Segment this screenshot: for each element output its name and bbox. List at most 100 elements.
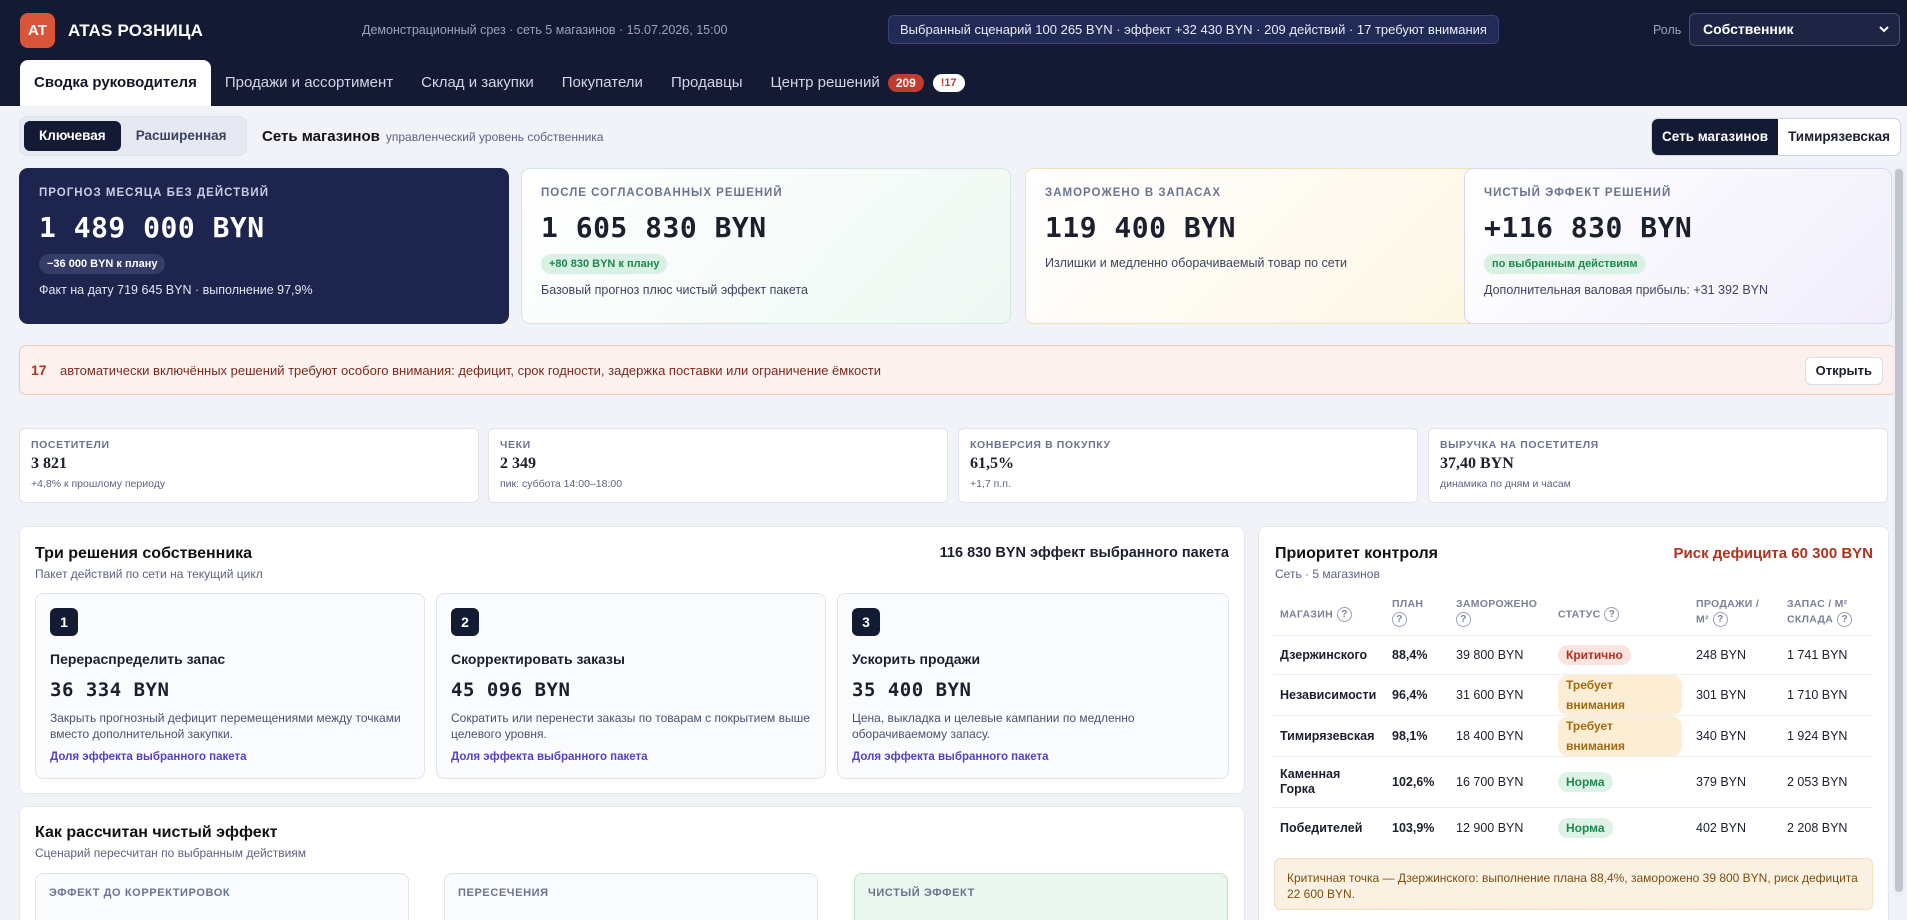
kpi-note: Излишки и медленно оборачиваемый товар п… — [1045, 256, 1348, 270]
frozen-value: 31 600 BYN — [1449, 674, 1551, 716]
help-icon[interactable]: ? — [1392, 612, 1407, 627]
plan-value: 88,4% — [1385, 635, 1449, 675]
decision-number: 3 — [852, 608, 880, 636]
help-icon[interactable]: ? — [1337, 607, 1353, 622]
app-logo: AT — [20, 13, 55, 48]
decision-title: Скорректировать заказы — [451, 651, 625, 667]
kpi-value: 119 400 BYN — [1045, 211, 1236, 244]
sales-value: 301 BYN — [1689, 674, 1780, 716]
top-bar: AT ATAS РОЗНИЦА Демонстрационный срез · … — [0, 0, 1907, 106]
page-scrollbar[interactable] — [1893, 167, 1905, 897]
metric-label: ВЫРУЧКА НА ПОСЕТИТЕЛЯ — [1440, 439, 1599, 451]
metric-label: КОНВЕРСИЯ В ПОКУПКУ — [970, 439, 1111, 451]
store-name: Победителей — [1273, 807, 1385, 847]
frozen-value: 39 800 BYN — [1449, 635, 1551, 675]
plan-value: 102,6% — [1385, 756, 1449, 808]
metric-visitors: ПОСЕТИТЕЛИ 3 821 +4,8% к прошлому период… — [19, 428, 479, 503]
metric-sub: пик: суббота 14:00–18:00 — [500, 478, 623, 490]
metric-sub: динамика по дням и часам — [1440, 478, 1571, 490]
stock-value: 1 924 BYN — [1780, 715, 1873, 757]
kpi-value: +116 830 BYN — [1484, 211, 1693, 244]
calc-subtitle: Сценарий пересчитан по выбранным действи… — [35, 846, 307, 860]
tab-stock-purchasing[interactable]: Склад и закупки — [421, 74, 534, 91]
kpi-note: Факт на дату 719 645 BYN · выполнение 97… — [39, 283, 313, 297]
col-plan: ПЛАН? — [1392, 598, 1424, 627]
decisions-subtitle: Пакет действий по сети на текущий цикл — [35, 567, 263, 581]
role-value: Собственник — [1703, 21, 1794, 37]
help-icon[interactable]: ? — [1837, 612, 1853, 627]
kpi-label: ЧИСТЫЙ ЭФФЕКТ РЕШЕНИЙ — [1484, 187, 1672, 199]
decision-share-link[interactable]: Доля эффекта выбранного пакета — [50, 751, 247, 763]
stock-value: 2 053 BYN — [1780, 756, 1873, 808]
help-icon[interactable]: ? — [1456, 612, 1471, 627]
col-sales-per-m2: ПРОДАЖИ / М²? — [1696, 598, 1760, 627]
metric-value: 3 821 — [31, 455, 67, 472]
stock-value: 1 710 BYN — [1780, 674, 1873, 716]
tab-customers[interactable]: Покупатели — [561, 74, 643, 91]
decisions-count-badge: 209 — [887, 74, 924, 93]
help-icon[interactable]: ? — [1604, 607, 1620, 622]
status-cell: Требует внимания — [1551, 715, 1689, 757]
decision-share-link[interactable]: Доля эффекта выбранного пакета — [451, 751, 648, 763]
role-select[interactable]: Собственник — [1689, 13, 1900, 46]
kpi-after-decisions: ПОСЛЕ СОГЛАСОВАННЫХ РЕШЕНИЙ 1 605 830 BY… — [521, 168, 1011, 324]
kpi-delta-badge: +80 830 BYN к плану — [541, 254, 668, 274]
plan-value: 96,4% — [1385, 674, 1449, 716]
kpi-value: 1 489 000 BYN — [39, 211, 265, 244]
scenario-summary[interactable]: Выбранный сценарий 100 265 BYN · эффект … — [888, 15, 1499, 44]
scope-toggle: Сеть магазинов Тимирязевская — [1651, 118, 1901, 156]
decision-card-speed-sales[interactable]: 3 Ускорить продажи 35 400 BYN Цена, выкл… — [837, 593, 1229, 779]
attention-alert: 17 автоматически включённых решений треб… — [19, 345, 1896, 395]
table-row[interactable]: Тимирязевская 98,1% 18 400 BYN Требует в… — [1273, 715, 1873, 757]
alert-count: 17 — [31, 362, 47, 378]
decision-title: Ускорить продажи — [852, 651, 981, 667]
kpi-note: Базовый прогноз плюс чистый эффект пакет… — [541, 283, 808, 297]
store-name: Независимости — [1273, 674, 1385, 716]
app-subtitle: Демонстрационный срез · сеть 5 магазинов… — [362, 23, 728, 37]
status-badge: Требует внимания — [1558, 716, 1682, 757]
open-alert-button[interactable]: Открыть — [1804, 357, 1883, 385]
decision-card-adjust-orders[interactable]: 2 Скорректировать заказы 45 096 BYN Сокр… — [436, 593, 826, 779]
scrollbar-thumb[interactable] — [1895, 169, 1903, 892]
kpi-label: ПРОГНОЗ МЕСЯЦА БЕЗ ДЕЙСТВИЙ — [39, 187, 269, 199]
mode-extended-button[interactable]: Расширенная — [135, 128, 227, 143]
tab-decision-center[interactable]: Центр решений 209 !17 — [757, 60, 979, 106]
table-row[interactable]: Независимости 96,4% 31 600 BYN Требует в… — [1273, 674, 1873, 716]
help-icon[interactable]: ? — [1712, 612, 1728, 627]
kpi-value: 1 605 830 BYN — [541, 211, 767, 244]
kpi-label: ПОСЛЕ СОГЛАСОВАННЫХ РЕШЕНИЙ — [541, 187, 783, 199]
store-name: Каменная Горка — [1273, 756, 1385, 808]
priority-subtitle: Сеть · 5 магазинов — [1275, 567, 1380, 581]
kpi-frozen-stock: ЗАМОРОЖЕНО В ЗАПАСАХ 119 400 BYN Излишки… — [1025, 168, 1515, 324]
metric-label: ЧЕКИ — [500, 439, 531, 451]
table-row[interactable]: Каменная Горка 102,6% 16 700 BYN Норма 3… — [1273, 756, 1873, 808]
col-stock-per-m2: ЗАПАС / М² СКЛАДА? — [1780, 597, 1873, 636]
kpi-delta-badge: по выбранным действиям — [1484, 254, 1646, 274]
table-row[interactable]: Победителей 103,9% 12 900 BYN Норма 402 … — [1273, 807, 1873, 847]
scope-network-button[interactable]: Сеть магазинов — [1652, 119, 1779, 155]
sales-value: 379 BYN — [1689, 756, 1780, 808]
critical-point-callout: Критичная точка — Дзержинского: выполнен… — [1274, 858, 1873, 910]
kpi-net-effect: ЧИСТЫЙ ЭФФЕКТ РЕШЕНИЙ +116 830 BYN по вы… — [1464, 168, 1892, 324]
decision-value: 35 400 BYN — [852, 679, 972, 701]
decision-card-redistribute[interactable]: 1 Перераспределить запас 36 334 BYN Закр… — [35, 593, 425, 779]
main-tabs: Сводка руководителя Продажи и ассортимен… — [20, 60, 979, 106]
plan-value: 98,1% — [1385, 715, 1449, 757]
tab-sales-assortment[interactable]: Продажи и ассортимент — [224, 74, 394, 91]
section-title-text: Сеть магазинов — [262, 128, 380, 145]
scope-store-button[interactable]: Тимирязевская — [1788, 129, 1890, 144]
metric-sub: +1,7 п.п. — [970, 478, 1011, 490]
decision-desc: Закрыть прогнозный дефицит перемещениями… — [50, 711, 401, 741]
tab-executive-summary[interactable]: Сводка руководителя — [20, 60, 211, 106]
alert-text: автоматически включённых решений требуют… — [60, 363, 882, 378]
decision-share-link[interactable]: Доля эффекта выбранного пакета — [852, 751, 1049, 763]
status-cell: Норма — [1551, 807, 1689, 847]
section-subtitle: управленческий уровень собственника — [385, 130, 604, 144]
decision-number: 1 — [50, 608, 78, 636]
metric-sub: +4,8% к прошлому периоду — [31, 478, 166, 490]
table-row[interactable]: Дзержинского 88,4% 39 800 BYN Критично 2… — [1273, 635, 1873, 675]
col-status: СТАТУС? — [1551, 597, 1689, 636]
chevron-down-icon — [1878, 14, 1890, 57]
mode-key-button[interactable]: Ключевая — [24, 121, 121, 151]
tab-sellers[interactable]: Продавцы — [670, 74, 743, 91]
